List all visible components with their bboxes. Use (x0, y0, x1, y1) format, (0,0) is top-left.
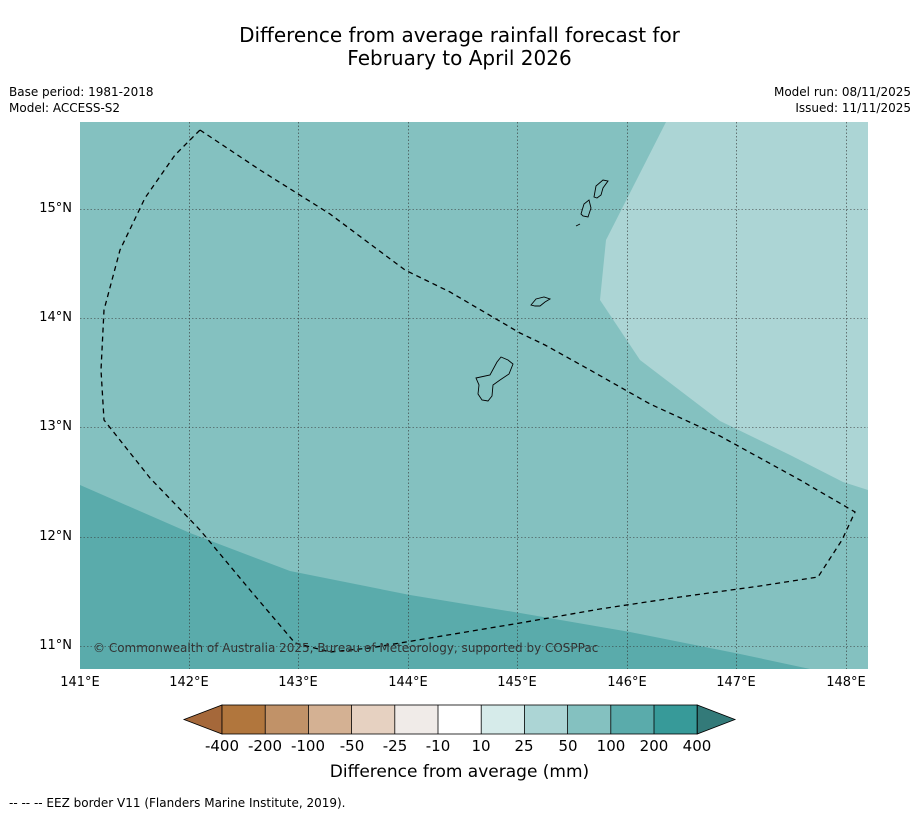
lon-label-148e: 148°E (826, 675, 866, 690)
colorbar-tick: -200 (247, 737, 283, 755)
colorbar-tick: -50 (339, 737, 365, 755)
zone-100-200 (80, 485, 810, 669)
lon-label-143e: 143°E (278, 675, 318, 690)
model-run: Model run: 08/11/2025 (773, 85, 911, 99)
lon-label-147e: 147°E (716, 675, 756, 690)
map-panel: © Commonwealth of Australia 2025, Bureau… (80, 122, 868, 669)
title-line-2: February to April 2026 (347, 46, 572, 70)
colorbar-cell (222, 705, 266, 734)
lat-label-13n: 13°N (39, 419, 72, 434)
lat-label-12n: 12°N (39, 529, 72, 544)
base-period: Base period: 1981-2018 (9, 85, 154, 99)
issued-date: Issued: 11/11/2025 (795, 101, 911, 115)
guam-island (475, 356, 514, 402)
colorbar-tick: -100 (290, 737, 326, 755)
colorbar-cell (524, 705, 568, 734)
lon-label-142e: 142°E (169, 675, 209, 690)
aguijan-island (575, 223, 581, 227)
title-line-1: Difference from average rainfall forecas… (239, 23, 680, 47)
model-name: Model: ACCESS-S2 (9, 101, 121, 115)
colorbar-cell (610, 705, 654, 734)
colorbar-cell (394, 705, 438, 734)
zone-25-50 (600, 122, 868, 490)
colorbar-label: Difference from average (mm) (329, 762, 590, 782)
colorbar-tick: 50 (558, 737, 578, 755)
colorbar-cell (438, 705, 482, 734)
colorbar-tick: -10 (425, 737, 451, 755)
colorbar-cell (351, 705, 395, 734)
lat-label-11n: 11°N (39, 638, 72, 653)
colorbar-tick: 10 (471, 737, 491, 755)
colorbar-cell (308, 705, 352, 734)
colorbar-cell (567, 705, 611, 734)
colorbar-tick: 400 (682, 737, 712, 755)
lon-label-144e: 144°E (388, 675, 428, 690)
colorbar-arrow-right (696, 704, 737, 735)
colorbar-tick: 100 (596, 737, 626, 755)
meta-right: Model run: 08/11/2025 Issued: 11/11/2025 (774, 84, 911, 116)
colorbar-cell (654, 705, 698, 734)
colorbar (182, 704, 737, 735)
lat-label-14n: 14°N (39, 310, 72, 325)
colorbar-tick: -25 (382, 737, 408, 755)
islands (475, 179, 609, 402)
colorbar-cell (481, 705, 525, 734)
lon-label-141e: 141°E (60, 675, 100, 690)
colorbar-arrow-left (182, 704, 223, 735)
copyright-notice: © Commonwealth of Australia 2025, Bureau… (93, 641, 599, 655)
lon-label-146e: 146°E (607, 675, 647, 690)
meta-left: Base period: 1981-2018 Model: ACCESS-S2 (9, 84, 154, 116)
colorbar-tick: -400 (204, 737, 240, 755)
tinian-island (580, 199, 592, 218)
colorbar-cell (265, 705, 309, 734)
rota-island (530, 296, 552, 307)
map-svg (80, 122, 868, 669)
colorbar-tick: 25 (514, 737, 534, 755)
graticule (80, 122, 868, 669)
eez-footnote: -- -- -- EEZ border V11 (Flanders Marine… (9, 796, 346, 810)
lat-label-15n: 15°N (39, 201, 72, 216)
saipan-island (593, 179, 609, 199)
colorbar-tick: 200 (639, 737, 669, 755)
lon-label-145e: 145°E (497, 675, 537, 690)
